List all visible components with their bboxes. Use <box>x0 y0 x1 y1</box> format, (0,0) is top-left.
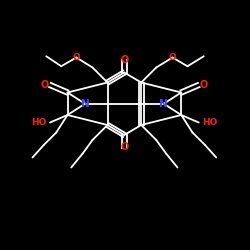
Text: HO: HO <box>202 118 218 127</box>
Text: N: N <box>80 99 90 109</box>
Text: N: N <box>160 99 168 109</box>
Text: HO: HO <box>31 118 46 127</box>
Text: O: O <box>168 53 176 62</box>
Text: O: O <box>72 53 80 62</box>
Text: O: O <box>120 142 128 152</box>
Text: O: O <box>41 80 49 90</box>
Text: O: O <box>200 80 208 90</box>
Text: O: O <box>120 55 128 65</box>
